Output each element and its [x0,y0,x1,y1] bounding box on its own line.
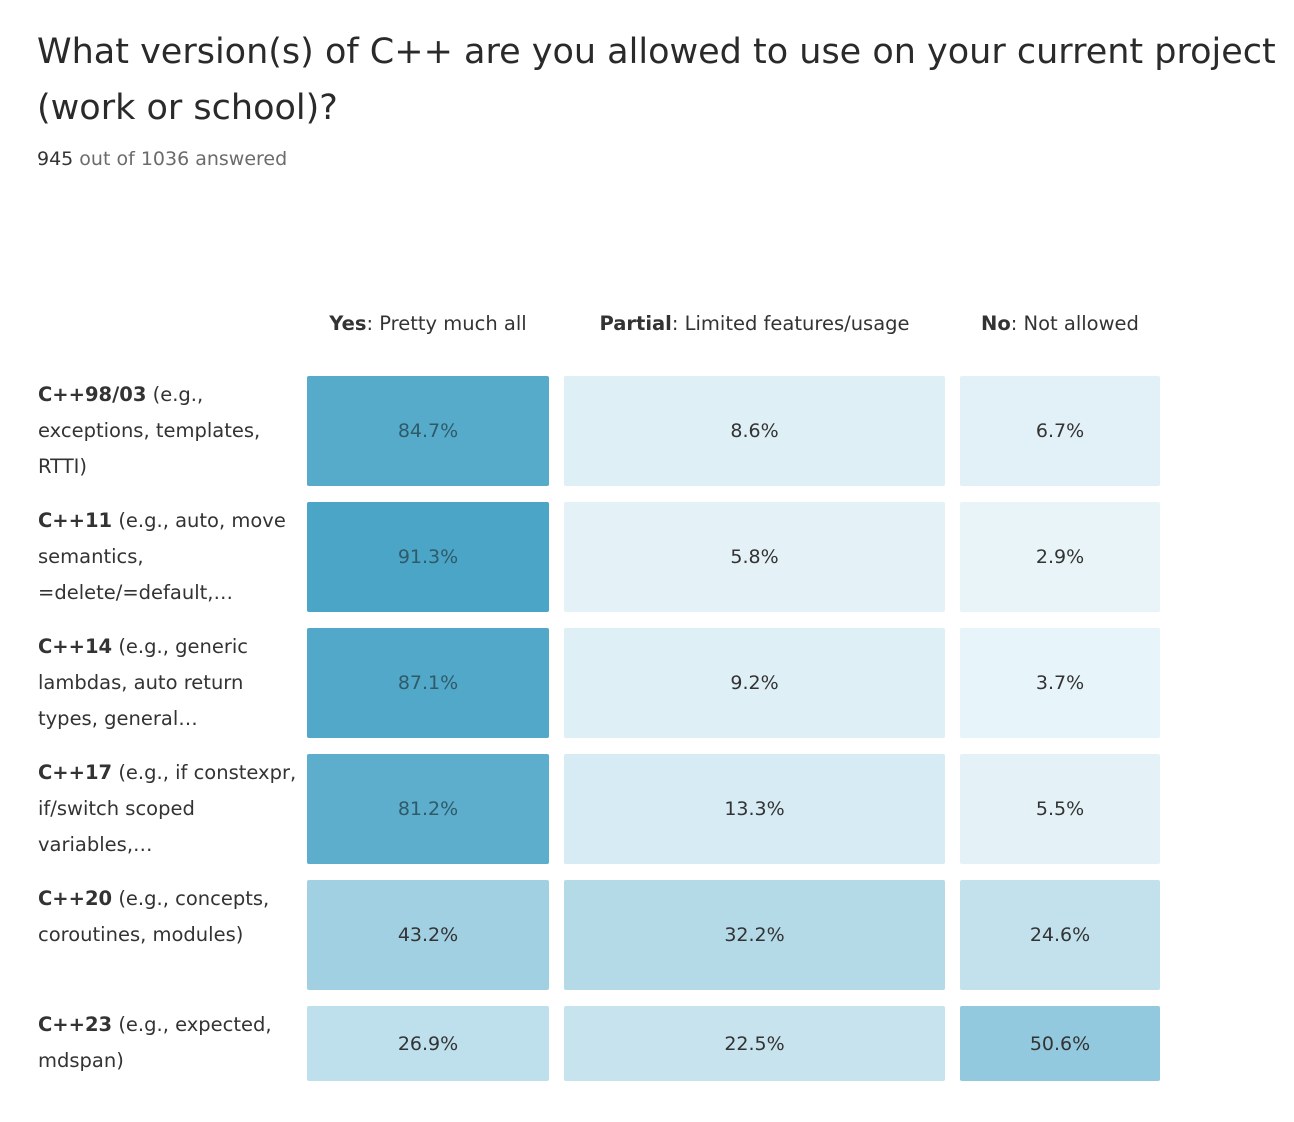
row-label-version: C++17 [38,761,113,784]
row-label: C++17 (e.g., if constexpr, if/switch sco… [38,755,300,863]
cell-value-label: 50.6% [1029,1032,1091,1055]
heatmap-cell: 8.6% [564,376,945,486]
row-label: C++98/03 (e.g., exceptions, templates, R… [38,377,300,485]
column-header-key: Partial [599,312,672,335]
row-label-version: C++14 [38,635,113,658]
cell-value-label: 13.3% [724,798,785,820]
column-header: No: Not allowed [960,312,1160,335]
cell-value-label: 22.5% [724,1032,785,1055]
cell-value-label: 6.7% [1035,420,1085,442]
cell-value-label: 81.2% [397,798,459,820]
column-header-desc: : Pretty much all [366,312,527,335]
cell-value-label: 26.9% [397,1032,459,1055]
cell-value-label: 3.7% [1035,672,1085,694]
cell-value-label: 9.2% [730,672,779,694]
heatmap-cell: 9.2% [564,628,945,738]
column-header: Yes: Pretty much all [307,312,549,335]
cell-value-label: 24.6% [1029,924,1091,946]
heatmap-cell: 81.2% [307,754,549,864]
column-header-desc: : Not allowed [1010,312,1139,335]
cell-value-label: 32.2% [724,924,785,946]
answered-total: out of 1036 answered [73,148,288,170]
cell-value-label: 84.7% [397,420,459,442]
heatmap-cell: 91.3% [307,502,549,612]
cell-value-label: 2.9% [1035,546,1085,568]
chart-title: What version(s) of C++ are you allowed t… [37,32,1276,128]
heatmap-cell: 26.9% [307,1006,549,1081]
heatmap-cell: 32.2% [564,880,945,990]
heatmap-cell: 84.7% [307,376,549,486]
row-label-version: C++20 [38,887,113,910]
heatmap-cell: 43.2% [307,880,549,990]
column-header: Partial: Limited features/usage [564,312,945,335]
heatmap-cell: 5.8% [564,502,945,612]
cell-value-label: 91.3% [397,546,459,568]
row-label: C++23 (e.g., expected, mdspan) [38,1007,300,1079]
column-header-desc: : Limited features/usage [671,312,910,335]
row-label: C++20 (e.g., concepts, coroutines, modul… [38,881,300,953]
row-label-version: C++11 [38,509,113,532]
row-label: C++11 (e.g., auto, move semantics, =dele… [38,503,300,611]
row-label-examples: (e.g., if constexpr, if/switch scoped va… [38,761,297,856]
answered-count: 945 out of 1036 answered [37,148,287,170]
heatmap-cell: 87.1% [307,628,549,738]
cell-value-label: 87.1% [397,672,459,694]
row-label-examples: (e.g., concepts, coroutines, modules) [38,887,270,946]
row-label-version: C++98/03 [38,383,147,406]
cell-value-label: 5.5% [1035,798,1085,820]
column-header-key: Yes [329,312,367,335]
heatmap-cell: 3.7% [960,628,1160,738]
heatmap-cell: 22.5% [564,1006,945,1081]
row-label-examples: (e.g., generic lambdas, auto return type… [38,635,248,730]
cell-value-label: 8.6% [730,420,779,442]
row-label-version: C++23 [38,1013,113,1036]
answered-number: 945 [37,148,74,170]
cell-value-label: 5.8% [730,546,779,568]
row-label-examples: (e.g., expected, mdspan) [38,1013,272,1072]
heatmap-cell: 5.5% [960,754,1160,864]
column-header-key: No [981,312,1011,335]
heatmap-cell: 2.9% [960,502,1160,612]
row-label: C++14 (e.g., generic lambdas, auto retur… [38,629,300,737]
row-label-examples: (e.g., auto, move semantics, =delete/=de… [38,509,286,604]
heatmap-cell: 50.6% [960,1006,1160,1081]
heatmap-cell: 24.6% [960,880,1160,990]
cell-value-label: 43.2% [397,924,459,946]
heatmap-cell: 13.3% [564,754,945,864]
row-label-examples: (e.g., exceptions, templates, RTTI) [38,383,261,478]
heatmap-cell: 6.7% [960,376,1160,486]
